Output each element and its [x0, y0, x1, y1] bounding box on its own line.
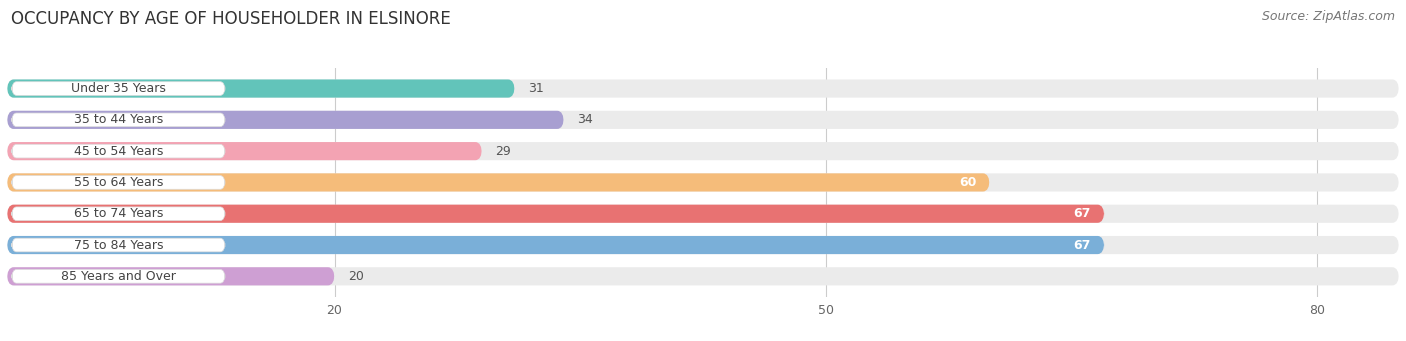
FancyBboxPatch shape [7, 79, 515, 98]
FancyBboxPatch shape [7, 111, 1399, 129]
Text: 35 to 44 Years: 35 to 44 Years [73, 113, 163, 126]
Text: OCCUPANCY BY AGE OF HOUSEHOLDER IN ELSINORE: OCCUPANCY BY AGE OF HOUSEHOLDER IN ELSIN… [11, 10, 451, 28]
FancyBboxPatch shape [11, 238, 225, 252]
FancyBboxPatch shape [7, 173, 990, 192]
FancyBboxPatch shape [7, 111, 564, 129]
FancyBboxPatch shape [11, 207, 225, 221]
FancyBboxPatch shape [7, 205, 1399, 223]
FancyBboxPatch shape [11, 144, 225, 158]
Text: 45 to 54 Years: 45 to 54 Years [73, 145, 163, 158]
Text: Source: ZipAtlas.com: Source: ZipAtlas.com [1261, 10, 1395, 23]
FancyBboxPatch shape [7, 236, 1104, 254]
Text: 29: 29 [495, 145, 510, 158]
FancyBboxPatch shape [7, 142, 1399, 160]
Text: 20: 20 [347, 270, 364, 283]
FancyBboxPatch shape [7, 267, 335, 285]
Text: 31: 31 [527, 82, 544, 95]
Text: 34: 34 [576, 113, 593, 126]
Text: 55 to 64 Years: 55 to 64 Years [73, 176, 163, 189]
Text: 67: 67 [1074, 207, 1091, 220]
FancyBboxPatch shape [11, 269, 225, 283]
Text: 67: 67 [1074, 239, 1091, 252]
FancyBboxPatch shape [7, 205, 1104, 223]
FancyBboxPatch shape [7, 267, 1399, 285]
Text: 75 to 84 Years: 75 to 84 Years [73, 239, 163, 252]
FancyBboxPatch shape [11, 82, 225, 95]
FancyBboxPatch shape [7, 173, 1399, 192]
FancyBboxPatch shape [7, 79, 1399, 98]
FancyBboxPatch shape [7, 142, 482, 160]
FancyBboxPatch shape [11, 176, 225, 189]
Text: 85 Years and Over: 85 Years and Over [60, 270, 176, 283]
Text: 60: 60 [959, 176, 977, 189]
Text: 65 to 74 Years: 65 to 74 Years [73, 207, 163, 220]
FancyBboxPatch shape [7, 236, 1399, 254]
Text: Under 35 Years: Under 35 Years [70, 82, 166, 95]
FancyBboxPatch shape [11, 113, 225, 127]
